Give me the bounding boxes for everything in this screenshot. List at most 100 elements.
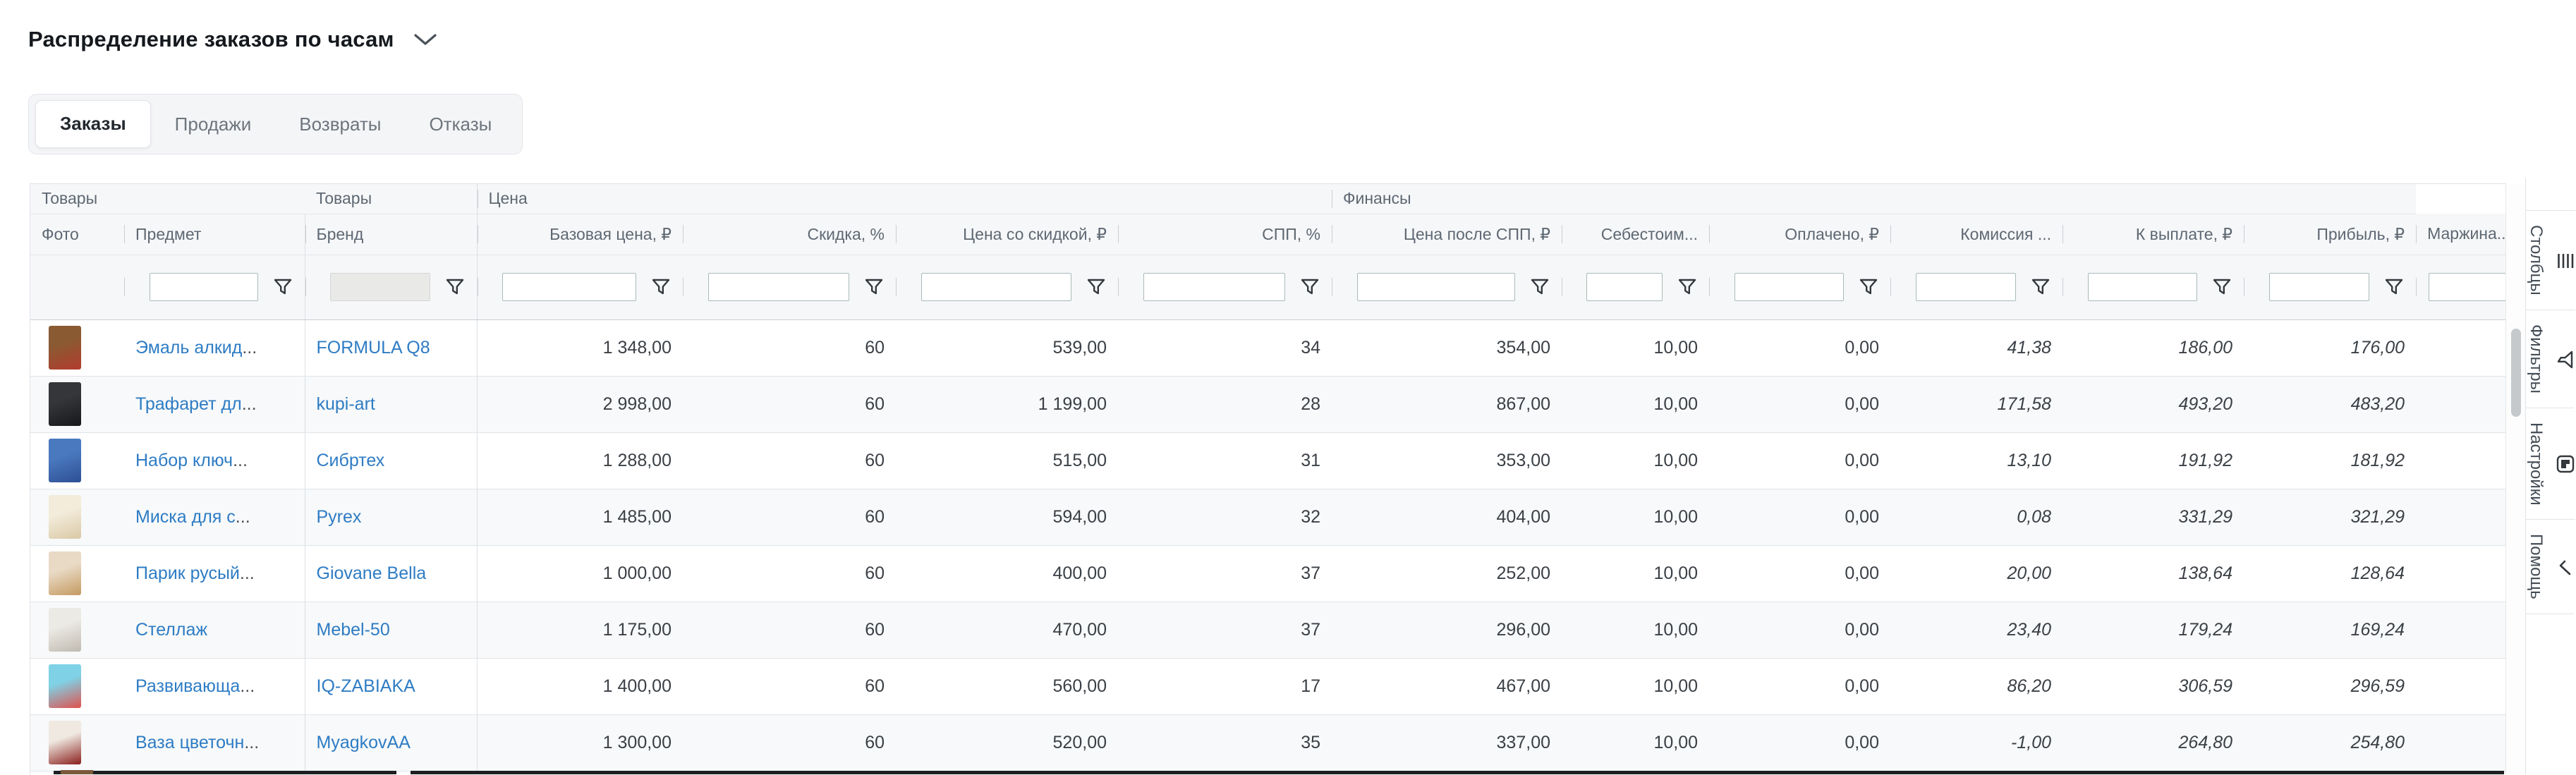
brand-link[interactable]: Mebel-50 bbox=[316, 619, 390, 640]
cell-price_discounted: 400,00 bbox=[896, 545, 1118, 602]
filter-funnel-icon[interactable] bbox=[652, 278, 670, 296]
filter-input-cost[interactable] bbox=[1586, 273, 1663, 301]
brand-link[interactable]: MyagkovAA bbox=[316, 732, 411, 752]
filter-funnel-icon[interactable] bbox=[1531, 278, 1549, 296]
product-photo[interactable] bbox=[49, 439, 81, 482]
filter-funnel-icon[interactable] bbox=[2031, 278, 2050, 296]
rail-tab-1[interactable]: Фильтры bbox=[2526, 310, 2574, 408]
rail-tab-2[interactable]: Настройки bbox=[2526, 408, 2575, 520]
brand-link[interactable]: Pyrex bbox=[316, 506, 362, 527]
cell-paid: 0,00 bbox=[1709, 545, 1890, 602]
column-header-price_discounted[interactable]: Цена со скидкой, ₽ bbox=[896, 214, 1118, 255]
table-row: Трафарет дл... kupi-art 2 998,00 60 1 199,00… bbox=[30, 376, 2506, 433]
column-header-price_after_spp[interactable]: Цена после СПП, ₽ bbox=[1332, 214, 1562, 255]
rail-tab-3[interactable]: Помощь bbox=[2526, 520, 2574, 614]
item-link[interactable]: Парик русый... bbox=[135, 563, 255, 583]
brand-link[interactable]: Сибртех bbox=[316, 450, 385, 470]
filter-cell-payout bbox=[2062, 255, 2244, 320]
filter-cell-cost bbox=[1562, 255, 1709, 320]
filter-input-base_price[interactable] bbox=[502, 273, 636, 301]
cell-base_price: 1 400,00 bbox=[477, 658, 683, 715]
item-link[interactable]: Стеллаж bbox=[135, 619, 208, 640]
column-header-payout[interactable]: К выплате, ₽ bbox=[2062, 214, 2244, 255]
rail-tab-0[interactable]: Столбцы bbox=[2526, 211, 2575, 310]
item-link[interactable]: Эмаль алкид... bbox=[135, 337, 257, 358]
product-photo[interactable] bbox=[49, 326, 81, 370]
columns-icon bbox=[2556, 251, 2575, 271]
filter-funnel-icon[interactable] bbox=[2213, 278, 2231, 296]
filter-funnel-icon[interactable] bbox=[1678, 278, 1696, 296]
brand-link[interactable]: IQ-ZABIAKA bbox=[316, 676, 415, 696]
filter-input-brand[interactable] bbox=[329, 273, 430, 301]
cell-base_price: 1 000,00 bbox=[477, 545, 683, 602]
filter-funnel-icon[interactable] bbox=[865, 278, 883, 296]
item-link[interactable]: Ваза цветочн... bbox=[135, 732, 260, 752]
tab-0[interactable]: Заказы bbox=[35, 100, 151, 148]
column-header-commission[interactable]: Комиссия ... bbox=[1890, 214, 2062, 255]
cell-margin bbox=[2416, 432, 2506, 489]
cell-payout: 186,00 bbox=[2062, 319, 2244, 377]
filter-input-price_after_spp[interactable] bbox=[1357, 273, 1515, 301]
filter-funnel-icon[interactable] bbox=[1301, 278, 1319, 296]
column-header-brand[interactable]: Бренд bbox=[305, 214, 478, 255]
cell-margin bbox=[2416, 602, 2506, 659]
filter-input-discount[interactable] bbox=[708, 273, 849, 301]
chevron-down-icon[interactable] bbox=[413, 32, 438, 47]
filter-input-payout[interactable] bbox=[2088, 273, 2197, 301]
column-header-spp[interactable]: СПП, % bbox=[1118, 214, 1332, 255]
tab-2[interactable]: Возвраты bbox=[299, 114, 382, 135]
item-link[interactable]: Миска для с... bbox=[135, 506, 250, 527]
column-header-discount[interactable]: Скидка, % bbox=[683, 214, 896, 255]
cell-commission: 41,38 bbox=[1890, 319, 2062, 377]
brand-link[interactable]: FORMULA Q8 bbox=[316, 337, 430, 358]
rail-tab-label: Настройки bbox=[2527, 422, 2546, 506]
brand-link[interactable]: kupi-art bbox=[316, 393, 375, 414]
cell-price_after_spp: 354,00 bbox=[1332, 319, 1562, 377]
filter-input-margin[interactable] bbox=[2429, 273, 2506, 301]
filter-input-price_discounted[interactable] bbox=[921, 273, 1071, 301]
filter-input-profit[interactable] bbox=[2269, 273, 2370, 301]
filter-funnel-icon[interactable] bbox=[2385, 278, 2403, 296]
cell-base_price: 1 485,00 bbox=[477, 489, 683, 546]
cell-cost: 10,00 bbox=[1562, 432, 1709, 489]
vertical-scrollbar[interactable] bbox=[2505, 184, 2526, 774]
filter-input-paid[interactable] bbox=[1734, 273, 1844, 301]
product-photo[interactable] bbox=[49, 495, 81, 539]
brand-link[interactable]: Giovane Bella bbox=[316, 563, 427, 583]
filter-funnel-icon[interactable] bbox=[1859, 278, 1878, 296]
item-link[interactable]: Трафарет дл... bbox=[135, 393, 257, 414]
product-photo[interactable] bbox=[49, 664, 81, 708]
cell-spp: 37 bbox=[1118, 545, 1332, 602]
column-group-1: Товары bbox=[305, 184, 478, 214]
filter-funnel-icon[interactable] bbox=[274, 278, 292, 296]
tab-1[interactable]: Продажи bbox=[174, 114, 252, 135]
cell-profit: 181,92 bbox=[2244, 432, 2417, 489]
cell-item: Эмаль алкид... bbox=[124, 319, 305, 377]
filter-funnel-icon[interactable] bbox=[1087, 278, 1105, 296]
column-group-0: Товары bbox=[30, 184, 305, 214]
product-photo[interactable] bbox=[49, 551, 81, 595]
item-link[interactable]: Набор ключ... bbox=[135, 450, 248, 470]
column-header-profit[interactable]: Прибыль, ₽ bbox=[2244, 214, 2417, 255]
column-header-item[interactable]: Предмет bbox=[124, 214, 305, 255]
column-header-paid[interactable]: Оплачено, ₽ bbox=[1709, 214, 1890, 255]
cell-profit: 128,64 bbox=[2244, 545, 2417, 602]
column-header-base_price[interactable]: Базовая цена, ₽ bbox=[477, 214, 683, 255]
page-header: Распределение заказов по часам bbox=[28, 27, 438, 52]
product-photo[interactable] bbox=[49, 608, 81, 652]
cell-photo bbox=[30, 319, 124, 377]
cell-price_discounted: 1 199,00 bbox=[896, 376, 1118, 433]
item-link[interactable]: Развивающа... bbox=[135, 676, 255, 696]
filter-input-commission[interactable] bbox=[1916, 273, 2016, 301]
filter-funnel-icon[interactable] bbox=[446, 278, 464, 296]
column-header-photo[interactable]: Фото bbox=[30, 214, 124, 255]
tab-3[interactable]: Отказы bbox=[429, 114, 492, 135]
product-photo[interactable] bbox=[49, 721, 81, 764]
column-header-cost[interactable]: Себестоим... bbox=[1562, 214, 1709, 255]
scrollbar-thumb[interactable] bbox=[2511, 329, 2521, 417]
column-header-margin[interactable]: Маржина... bbox=[2416, 214, 2506, 255]
filter-input-spp[interactable] bbox=[1143, 273, 1285, 301]
table-row: Миска для с... Pyrex 1 485,00 60 594,00 32 404… bbox=[30, 489, 2506, 546]
filter-input-item[interactable] bbox=[149, 273, 258, 301]
product-photo[interactable] bbox=[49, 382, 81, 426]
